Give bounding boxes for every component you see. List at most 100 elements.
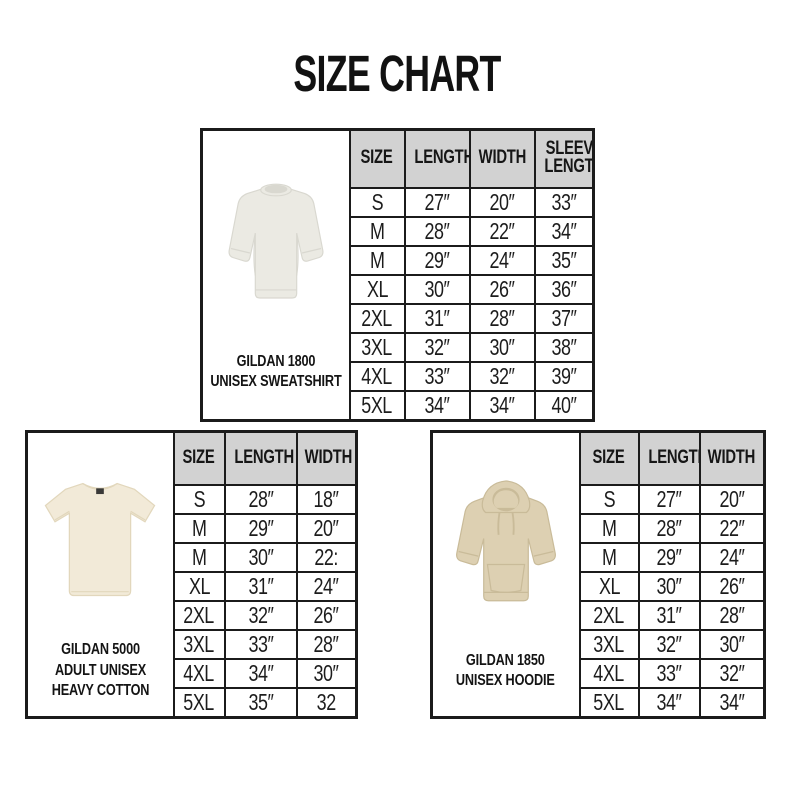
size-label: M [191,514,207,541]
measurement-value: 28″ [719,601,745,628]
measurement-cell: 32″ [403,331,471,363]
measurement-cell: 31″ [223,570,298,602]
size-row-m: M 30″ 22: [27,541,358,573]
measurement-value: 26″ [719,572,745,599]
size-label-cell: M [172,541,226,573]
measurement-cell: 40″ [533,389,595,421]
hoodie-illustration [455,480,556,602]
size-label-cell: 2XL [578,599,640,631]
size-row-m: M 29″ 24″ [432,541,766,573]
size-row-2xl: 2XL 32″ 26″ [27,599,358,631]
measurement-cell: 28″ [698,599,766,631]
size-label: 4XL [183,659,215,686]
measurement-cell: 37″ [533,302,595,334]
measurement-value: 29″ [656,543,682,570]
measurement-value: 32″ [424,333,450,360]
measurement-value: 29″ [248,514,273,541]
size-label: 4XL [593,659,625,686]
measurement-cell: 28″ [637,512,701,544]
size-label: M [601,514,617,541]
measurement-cell: 29″ [403,244,471,276]
column-header-label: SIZE [182,446,216,468]
measurement-cell: 24″ [698,541,766,573]
size-row-xl: XL 30″ 26″ 36″ [202,273,595,305]
measurement-value: 34″ [551,217,577,244]
measurement-cell: 36″ [533,273,595,305]
size-label: S [371,188,383,215]
measurement-cell: 35″ [533,244,595,276]
size-row-5xl: 5XL 35″ 32 [27,686,358,718]
page-title-text: SIZE CHART [293,45,501,102]
product-cell-hoodie: GILDAN 1850 UNISEX HOODIE [430,430,581,718]
measurement-value: 20″ [313,514,339,541]
size-table-gildan-5000: GILDAN 5000 ADULT UNISEX HEAVY COTTON SIZE… [25,430,358,719]
column-header-width: WIDTH [698,430,766,486]
measurement-value: 30″ [719,630,745,657]
product-name-line: ADULT UNISEX [54,661,146,679]
measurement-cell: 34″ [223,657,298,689]
column-header-label: LENGTH [413,147,470,169]
column-header-label: WIDTH [304,446,352,468]
size-label: M [601,543,617,570]
measurement-cell: 34″ [698,686,766,718]
measurement-value: 30″ [489,333,515,360]
size-row-3xl: 3XL 32″ 30″ 38″ [202,331,595,363]
measurement-cell: 33″ [403,360,471,392]
size-label: 4XL [361,362,393,389]
measurement-cell: 33″ [637,657,701,689]
size-label: 2XL [183,601,215,628]
size-label-cell: 3XL [348,331,406,363]
measurement-cell: 34″ [403,389,471,421]
measurement-cell: 26″ [295,599,358,631]
measurement-value: 36″ [551,275,577,302]
measurement-cell: 18″ [295,483,358,515]
measurement-value: 27″ [424,188,450,215]
measurement-cell: 30″ [403,273,471,305]
measurement-value: 22: [314,543,339,570]
size-row-s: S 27″ 20″ 33″ [202,186,595,218]
measurement-cell: 30″ [223,541,298,573]
size-label-cell: XL [348,273,406,305]
page-title: SIZE CHART [0,44,794,103]
measurement-value: 38″ [551,333,577,360]
size-row-m: M 28″ 22″ 34″ [202,215,595,247]
size-label: XL [598,572,620,599]
measurement-cell: 26″ [468,273,536,305]
size-label-cell: 4XL [578,657,640,689]
size-row-4xl: 4XL 33″ 32″ 39″ [202,360,595,392]
measurement-value: 34″ [489,391,515,418]
size-label-cell: 2XL [348,302,406,334]
size-row-m: M 28″ 22″ [432,512,766,544]
measurement-cell: 24″ [468,244,536,276]
size-row-s: S 28″ 18″ [27,483,358,515]
measurement-cell: 27″ [403,186,471,218]
sweatshirt-photo [205,137,347,352]
measurement-cell: 35″ [223,686,298,718]
measurement-value: 28″ [248,485,273,512]
size-row-5xl: 5XL 34″ 34″ [432,686,766,718]
measurement-value: 24″ [313,572,339,599]
size-row-3xl: 3XL 32″ 30″ [432,628,766,660]
size-label-cell: S [578,483,640,515]
product-name: GILDAN 1850 UNISEX HOODIE [456,651,555,692]
size-label: S [193,485,205,512]
measurement-cell: 31″ [637,599,701,631]
measurement-cell: 30″ [468,331,536,363]
product-name: GILDAN 1800 UNISEX SWEATSHIRT [210,352,341,393]
measurement-cell: 27″ [637,483,701,515]
size-label-cell: 3XL [578,628,640,660]
header-row: GILDAN 1800 UNISEX SWEATSHIRT SIZE LENGTH W… [200,128,595,421]
measurement-value: 33″ [656,659,682,686]
size-label-cell: 5XL [348,389,406,421]
size-row-m: M 29″ 24″ 35″ [202,244,595,276]
measurement-cell: 39″ [533,360,595,392]
measurement-value: 20″ [719,485,745,512]
measurement-value: 20″ [489,188,515,215]
measurement-value: 28″ [656,514,682,541]
measurement-value: 30″ [424,275,450,302]
measurement-cell: 32″ [223,599,298,631]
measurement-cell: 33″ [533,186,595,218]
measurement-cell: 31″ [403,302,471,334]
measurement-value: 34″ [719,688,745,715]
size-label-cell: 4XL [348,360,406,392]
